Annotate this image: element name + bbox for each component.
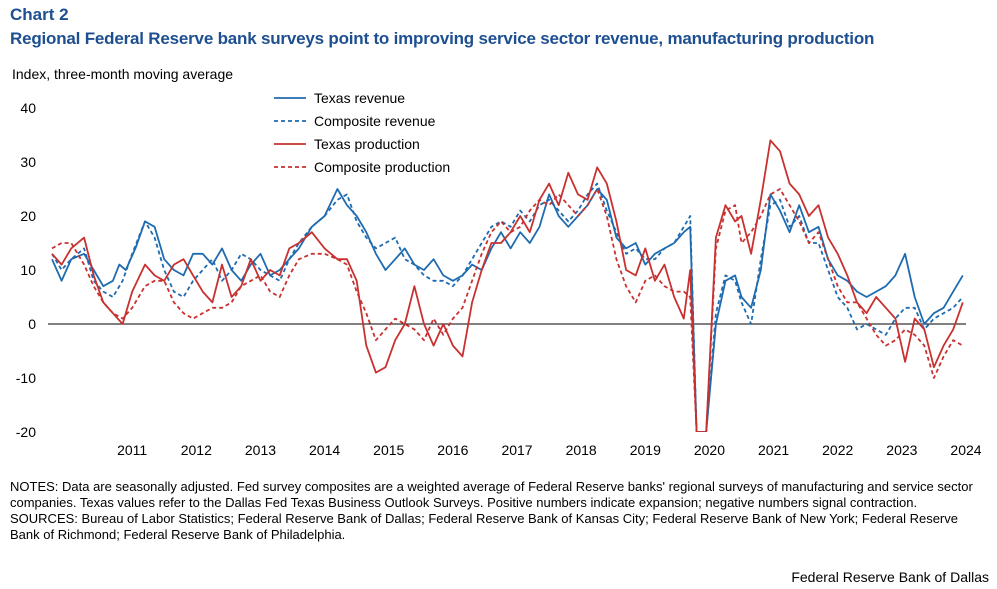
chart-notes: NOTES: Data are seasonally adjusted. Fed… (10, 479, 990, 543)
series-line-composite-revenue (51, 182, 964, 432)
legend-label: Texas production (314, 136, 420, 152)
sources-text: SOURCES: Bureau of Labor Statistics; Fed… (10, 511, 958, 542)
source-credit: Federal Reserve Bank of Dallas (791, 569, 989, 585)
y-tick-label: 10 (20, 262, 36, 278)
x-tick-label: 2021 (758, 442, 789, 458)
legend-label: Composite revenue (314, 113, 436, 129)
x-tick-label: 2016 (437, 442, 468, 458)
x-tick-label: 2012 (181, 442, 212, 458)
x-tick-label: 2023 (886, 442, 917, 458)
chart-number: Chart 2 (10, 5, 69, 24)
y-tick-label: -10 (16, 370, 36, 386)
legend-label: Composite production (314, 159, 450, 175)
x-tick-label: 2024 (950, 442, 981, 458)
series-line-composite-production (51, 188, 964, 432)
y-tick-label: 0 (28, 316, 36, 332)
series-line-texas-revenue (51, 188, 964, 432)
y-tick-label: 30 (20, 154, 36, 170)
y-tick-label: -20 (16, 424, 36, 440)
y-tick-label: 40 (20, 100, 36, 116)
chart-title: Regional Federal Reserve bank surveys po… (10, 29, 875, 48)
x-tick-label: 2019 (630, 442, 661, 458)
legend-label: Texas revenue (314, 90, 405, 106)
x-tick-label: 2013 (245, 442, 276, 458)
line-chart: -20 -10 0 10 20 30 40 2011 2012 2013 2014 2015 2016… (16, 90, 982, 458)
x-tick-label: 2014 (309, 442, 340, 458)
x-tick-label: 2022 (822, 442, 853, 458)
series-line-texas-production (51, 139, 964, 432)
x-tick-label: 2018 (566, 442, 597, 458)
y-axis-label: Index, three-month moving average (12, 66, 234, 82)
x-tick-label: 2020 (694, 442, 725, 458)
notes-text: NOTES: Data are seasonally adjusted. Fed… (10, 479, 973, 510)
y-tick-label: 20 (20, 208, 36, 224)
x-tick-label: 2017 (501, 442, 532, 458)
x-tick-label: 2011 (117, 442, 147, 458)
x-tick-label: 2015 (373, 442, 404, 458)
